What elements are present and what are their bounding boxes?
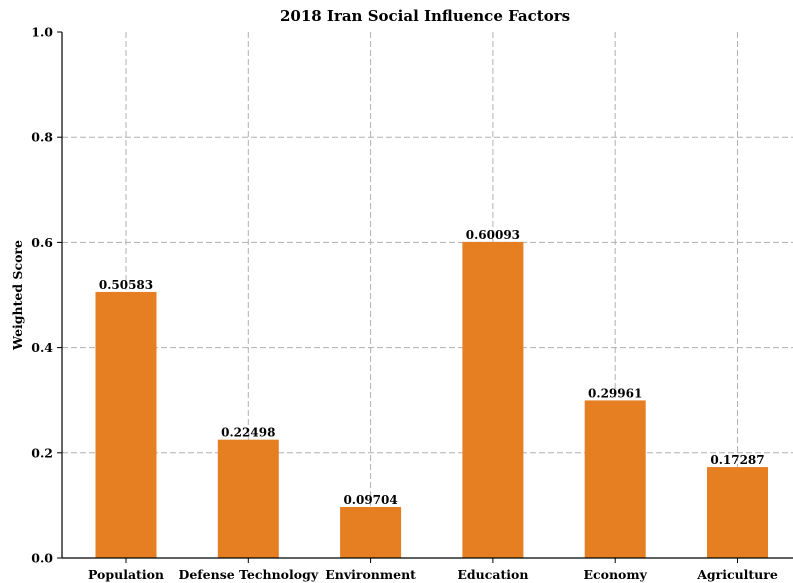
x-tick-label: Population (88, 567, 164, 582)
bar (217, 439, 279, 558)
bar (462, 241, 524, 558)
bar-value-label: 0.29961 (588, 386, 642, 400)
bar-value-label: 0.50583 (99, 278, 153, 292)
chart-title: 2018 Iran Social Influence Factors (280, 7, 570, 25)
y-axis-label: Weighted Score (10, 240, 25, 351)
x-ticks: Population Defense Technology Environment E… (88, 558, 778, 582)
y-ticks: 0.0 0.2 0.4 0.6 0.8 1.0 (31, 25, 62, 566)
bar-value-label: 0.22498 (221, 426, 275, 440)
bar (340, 506, 402, 558)
bar (95, 291, 157, 558)
y-tick-label: 1.0 (31, 25, 53, 40)
x-tick-label: Education (457, 567, 528, 582)
grid (62, 32, 793, 558)
x-tick-label: Economy (583, 567, 647, 582)
x-tick-label: Agriculture (696, 567, 778, 582)
y-tick-label: 0.8 (31, 130, 53, 145)
x-tick-label: Environment (325, 567, 416, 582)
bar-value-label: 0.17287 (710, 453, 764, 467)
y-tick-label: 0.0 (31, 551, 53, 566)
bar (707, 467, 768, 558)
bar (584, 400, 646, 558)
bar-value-label: 0.09704 (343, 493, 397, 507)
x-tick-label: Defense Technology (179, 567, 319, 582)
bars (95, 241, 768, 558)
y-tick-label: 0.2 (31, 445, 53, 460)
y-tick-label: 0.4 (31, 340, 53, 355)
axes (61, 32, 793, 559)
y-tick-label: 0.6 (31, 235, 53, 250)
bar-value-label: 0.60093 (466, 228, 520, 242)
data-labels: 0.50583 0.22498 0.09704 0.60093 0.29961 0.172… (99, 228, 765, 507)
